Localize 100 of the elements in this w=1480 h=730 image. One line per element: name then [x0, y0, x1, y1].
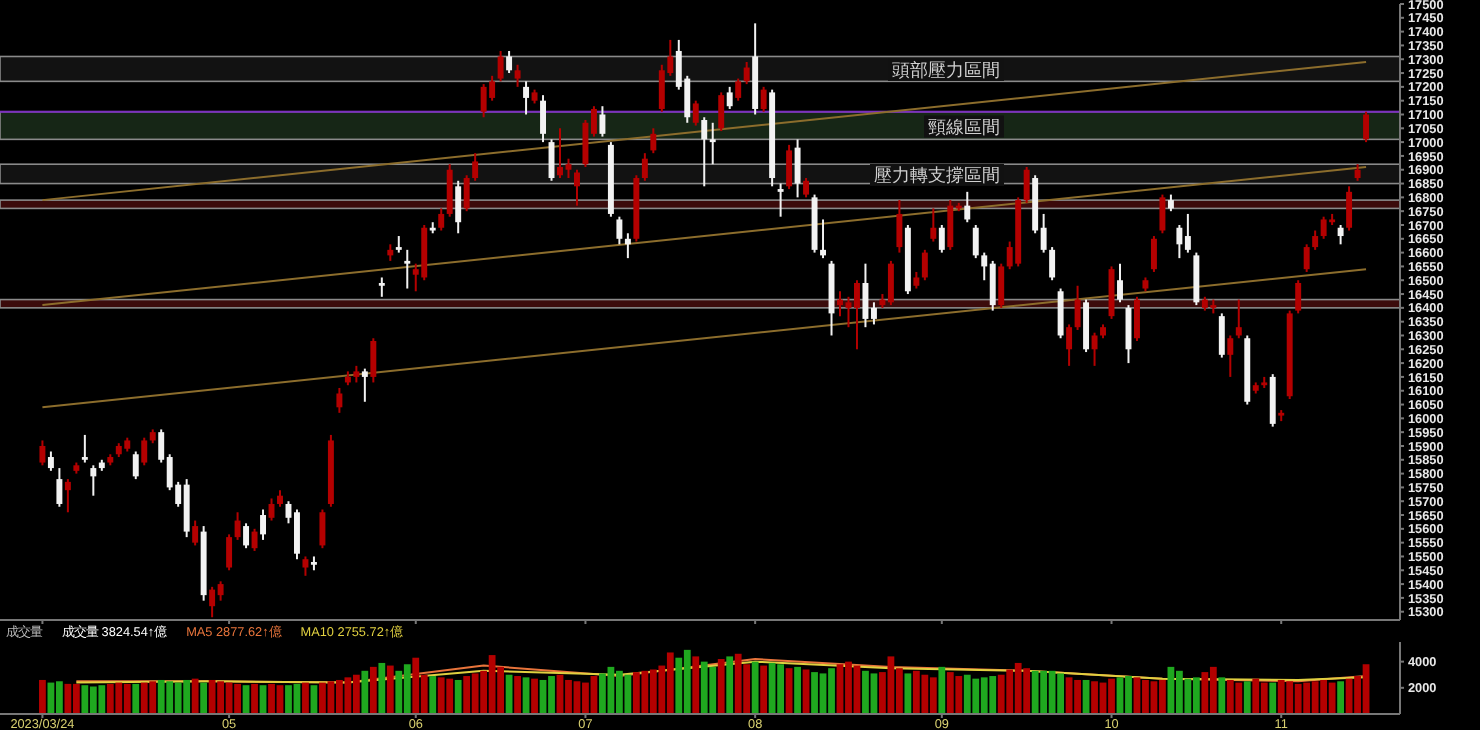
bar: [1014, 662, 1022, 714]
bar: [641, 670, 649, 714]
bar: [1235, 682, 1243, 714]
bar: [794, 666, 801, 714]
bar: [811, 672, 818, 714]
bar: [1243, 681, 1251, 714]
bar: [1328, 682, 1336, 714]
bar: [251, 683, 258, 714]
bar: [666, 652, 674, 714]
bar: [56, 681, 63, 714]
bar: [1108, 678, 1115, 714]
bar: [1320, 679, 1328, 714]
bar: [454, 679, 462, 714]
bar: [989, 676, 997, 714]
bar: [39, 679, 46, 714]
bar: [1184, 678, 1192, 714]
bar: [140, 682, 148, 714]
bar: [912, 670, 920, 714]
bar: [149, 681, 157, 714]
bar: [446, 678, 454, 714]
bar: [463, 676, 471, 714]
bar: [115, 682, 123, 714]
bar: [777, 664, 784, 714]
bar: [921, 674, 929, 714]
bar: [1040, 670, 1048, 714]
bar: [1303, 682, 1311, 714]
bar: [1311, 681, 1319, 714]
bar: [72, 683, 80, 714]
bar: [200, 682, 208, 714]
bar: [616, 670, 623, 714]
bar: [395, 670, 403, 714]
bar: [1286, 681, 1294, 714]
bar: [946, 672, 954, 714]
bar: [208, 679, 216, 714]
bar: [904, 673, 912, 714]
bar: [624, 674, 632, 714]
bar: [1252, 678, 1260, 714]
bar: [1294, 683, 1302, 714]
bar: [548, 676, 555, 714]
bar: [157, 679, 165, 714]
bar: [471, 673, 479, 714]
bar: [700, 661, 708, 714]
bar: [1192, 677, 1200, 714]
bar: [412, 657, 420, 714]
bar: [1260, 682, 1268, 714]
bar: [531, 678, 538, 714]
bar: [862, 670, 869, 714]
band-label: 壓力轉支撐區間: [874, 164, 1000, 185]
bar: [344, 677, 352, 714]
bar: [336, 679, 343, 714]
bar: [64, 683, 72, 714]
bar: [488, 655, 496, 714]
bar: [429, 676, 437, 714]
bar: [1201, 672, 1209, 714]
band-label: 頸線區間: [928, 116, 1000, 137]
bar: [1226, 679, 1234, 714]
bar: [1176, 670, 1183, 714]
bar: [565, 679, 572, 714]
bar: [1209, 666, 1217, 714]
bar: [132, 683, 140, 714]
bar: [166, 681, 174, 714]
bar: [1023, 668, 1031, 714]
bar: [582, 682, 589, 714]
bar: [734, 653, 742, 714]
bar: [1142, 679, 1149, 714]
bar: [89, 686, 97, 714]
bar: [268, 683, 275, 714]
bar: [98, 685, 106, 714]
bar: [386, 665, 394, 714]
bar: [106, 683, 114, 714]
bar: [217, 681, 224, 714]
bar: [683, 649, 691, 714]
bar: [1159, 679, 1166, 714]
bar: [675, 657, 683, 714]
bar: [997, 674, 1005, 714]
bar: [437, 677, 445, 714]
bar: [123, 683, 131, 714]
bar: [1269, 682, 1277, 714]
bar: [692, 656, 700, 714]
bar: [514, 676, 521, 714]
bar: [1057, 673, 1064, 714]
bar: [319, 682, 326, 714]
bar: [352, 674, 360, 714]
bar: [599, 673, 606, 714]
bar: [1006, 669, 1014, 714]
bar: [302, 682, 309, 714]
bar: [1277, 679, 1285, 714]
bar: [1125, 676, 1132, 714]
bar: [828, 668, 835, 714]
bar: [632, 672, 640, 714]
bar: [751, 661, 759, 714]
bar: [845, 661, 852, 714]
bar: [1048, 670, 1056, 714]
bar: [955, 676, 963, 714]
bar: [649, 669, 657, 714]
bar: [378, 662, 386, 714]
bar: [972, 678, 980, 714]
bar: [81, 685, 89, 714]
bar: [174, 682, 182, 714]
bar: [234, 683, 241, 714]
